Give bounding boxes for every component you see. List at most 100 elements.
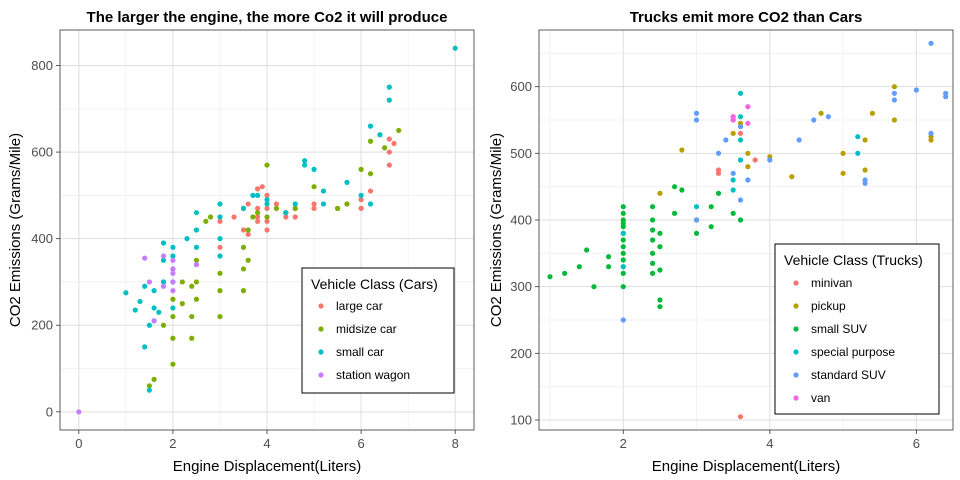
- point-midsize-car: [311, 184, 317, 190]
- point-small-suv: [591, 284, 597, 290]
- point-special-purpose: [737, 114, 744, 120]
- point-small-car: [240, 205, 247, 211]
- point-large-car: [292, 214, 298, 220]
- point-pickup: [818, 110, 824, 116]
- chart-right-legend-items: minivan pickup small SUV special purpose sta…: [793, 276, 895, 405]
- point-midsize-car: [189, 335, 195, 341]
- point-small-suv: [693, 230, 700, 236]
- point-standard-suv: [913, 87, 919, 93]
- point-standard-suv: [928, 40, 934, 46]
- point-midsize-car: [264, 162, 270, 168]
- point-small-car: [151, 305, 157, 311]
- point-small-suv: [657, 230, 663, 236]
- point-small-car: [377, 132, 383, 138]
- point-small-car: [302, 162, 308, 168]
- point-special-purpose: [693, 204, 700, 210]
- point-special-purpose: [620, 230, 626, 236]
- point-small-suv: [649, 270, 656, 276]
- point-small-car: [142, 344, 148, 350]
- point-small-car: [452, 45, 458, 51]
- chart-left-ylabel: CO2 Emissions (Grams/Mile): [7, 133, 24, 327]
- point-small-car: [320, 201, 327, 207]
- point-station-wagon: [170, 279, 176, 285]
- point-standard-suv: [723, 137, 729, 143]
- point-large-car: [231, 214, 237, 220]
- point-pickup: [730, 130, 736, 136]
- point-standard-suv: [928, 130, 934, 136]
- point-pickup: [657, 190, 663, 196]
- legend-key-midsize-car: [318, 326, 324, 332]
- legend-key-standard-suv: [793, 372, 799, 378]
- point-small-car: [160, 240, 167, 246]
- point-midsize-car: [179, 279, 185, 285]
- point-small-suv: [620, 237, 626, 243]
- point-small-suv: [562, 270, 568, 276]
- point-midsize-car: [245, 257, 251, 263]
- chart-left-points: [76, 45, 458, 415]
- point-pickup: [891, 117, 897, 123]
- point-small-car: [283, 210, 289, 216]
- point-midsize-car: [189, 283, 195, 289]
- point-small-car: [358, 192, 364, 198]
- point-large-car: [217, 244, 223, 250]
- point-small-suv: [620, 244, 626, 250]
- x-tick-label: 2: [169, 436, 176, 451]
- point-small-car: [386, 97, 392, 103]
- point-small-car: [254, 192, 261, 198]
- x-tick-label: 6: [357, 436, 364, 451]
- point-small-suv: [576, 264, 582, 270]
- chart-right-legend: Vehicle Class (Trucks) minivan pickup smal…: [774, 243, 940, 415]
- point-minivan: [715, 167, 722, 173]
- point-special-purpose: [855, 150, 861, 156]
- point-small-car: [311, 166, 317, 172]
- point-small-car: [170, 244, 176, 250]
- point-small-car: [170, 253, 176, 259]
- point-minivan: [737, 414, 744, 420]
- point-large-car: [391, 140, 397, 147]
- point-standard-suv: [891, 97, 897, 103]
- point-station-wagon: [160, 283, 167, 289]
- chart-left-legend-items: large car midsize car small car station wag…: [318, 299, 410, 382]
- point-small-car: [292, 201, 298, 207]
- point-minivan: [752, 157, 758, 163]
- point-small-suv: [620, 270, 626, 276]
- legend-key-small-car: [318, 349, 324, 355]
- point-large-car: [254, 205, 261, 211]
- x-tick-label: 4: [766, 436, 773, 451]
- point-standard-suv: [796, 137, 802, 143]
- point-small-car: [386, 84, 392, 90]
- point-pickup: [862, 167, 868, 173]
- point-small-suv: [737, 217, 744, 223]
- chart-left: The larger the engine, the more Co2 it w…: [7, 9, 475, 475]
- point-midsize-car: [217, 270, 223, 276]
- point-standard-suv: [715, 150, 722, 156]
- point-special-purpose: [737, 90, 744, 96]
- legend-label-small-suv: small SUV: [811, 322, 867, 336]
- point-midsize-car: [273, 205, 280, 211]
- point-station-wagon: [160, 253, 167, 259]
- point-small-suv: [547, 274, 553, 280]
- point-midsize-car: [250, 214, 256, 220]
- x-tick-label: 8: [452, 436, 459, 451]
- point-small-car: [146, 387, 152, 393]
- point-small-suv: [606, 254, 612, 260]
- point-small-car: [123, 290, 129, 296]
- point-large-car: [358, 205, 364, 211]
- point-small-suv: [671, 210, 678, 216]
- point-small-car: [320, 188, 327, 194]
- point-standard-suv: [737, 197, 744, 203]
- point-special-purpose: [855, 134, 861, 140]
- x-tick-label: 6: [913, 436, 920, 451]
- point-midsize-car: [334, 205, 341, 211]
- point-standard-suv: [737, 124, 744, 130]
- point-large-car: [386, 149, 392, 155]
- chart-left-legend-title: Vehicle Class (Cars): [311, 276, 438, 292]
- point-small-suv: [708, 224, 714, 230]
- point-small-car: [160, 279, 167, 285]
- point-small-car: [217, 214, 223, 220]
- point-large-car: [259, 184, 265, 190]
- point-station-wagon: [170, 257, 176, 263]
- point-midsize-car: [170, 296, 176, 302]
- point-small-suv: [584, 247, 590, 253]
- point-small-car: [217, 236, 223, 242]
